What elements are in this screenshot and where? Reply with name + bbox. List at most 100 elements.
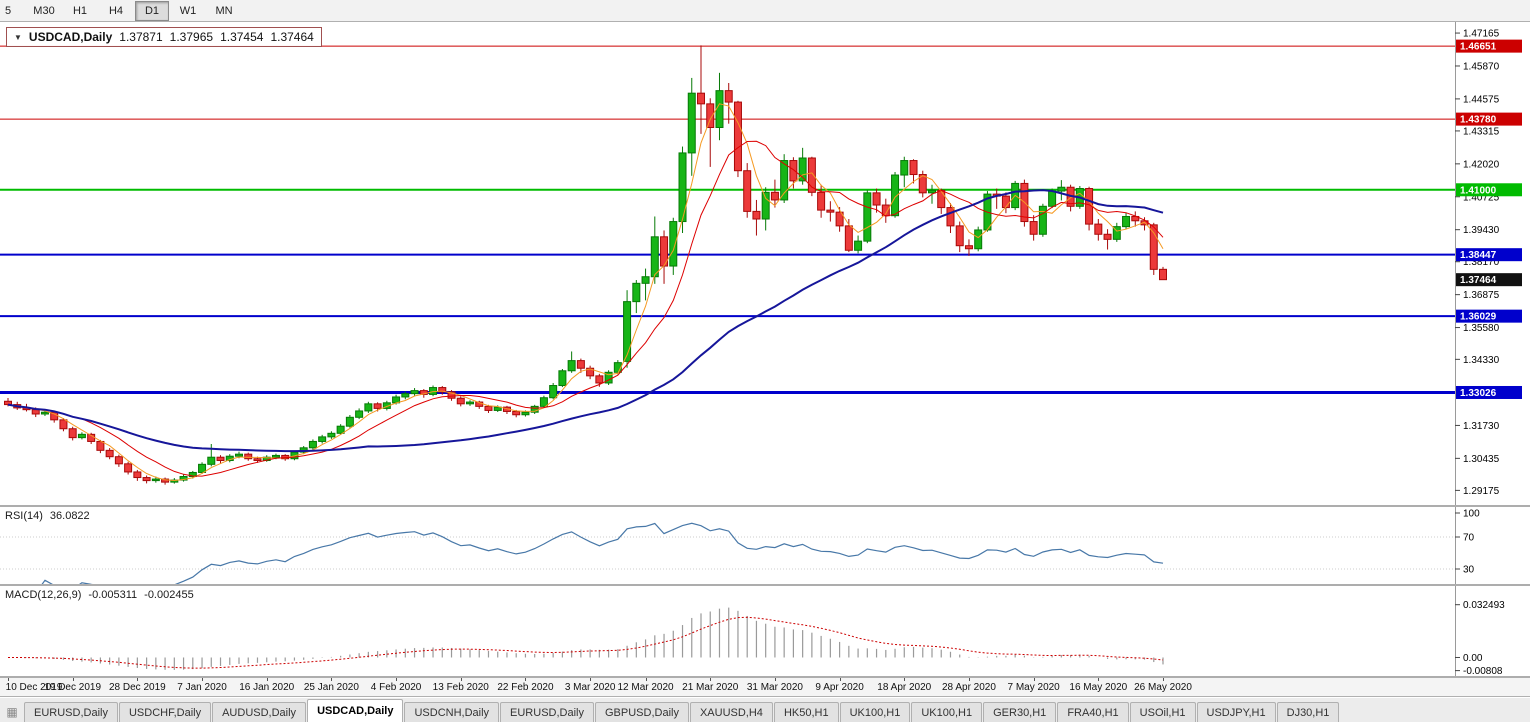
macd-signal-value: -0.002455 xyxy=(144,589,194,601)
date-tick xyxy=(774,678,776,681)
svg-text:1.36875: 1.36875 xyxy=(1463,290,1500,301)
timeframe-button-H1[interactable]: H1 xyxy=(72,4,88,17)
date-label: 26 May 2020 xyxy=(1134,682,1192,693)
date-tick xyxy=(266,678,268,681)
date-tick xyxy=(645,678,647,681)
svg-text:1.36029: 1.36029 xyxy=(1460,312,1497,323)
svg-text:1.33026: 1.33026 xyxy=(1460,388,1497,399)
ohlc-open: 1.37871 xyxy=(119,30,163,44)
chart-tab-bar: ▦ EURUSD,Daily USDCHF,Daily AUDUSD,Daily USD… xyxy=(0,698,1530,722)
timeframe-button-M30[interactable]: M30 xyxy=(33,4,55,17)
chart-tab-FRA40,H1[interactable]: FRA40,H1 xyxy=(1057,702,1129,722)
price-chart-canvas[interactable]: 1.47165 1.45870 1.44575 1.43315 1.42020 1.407… xyxy=(0,22,1530,505)
date-label: 18 Apr 2020 xyxy=(877,682,932,693)
macd-canvas[interactable]: 0.032493 0.00 -0.00808 xyxy=(0,586,1530,676)
svg-text:100: 100 xyxy=(1463,509,1480,520)
svg-text:1.46651: 1.46651 xyxy=(1460,42,1497,53)
chart-tab-USOil,H1[interactable]: USOil,H1 xyxy=(1129,702,1196,722)
chart-tab-GER30,H1[interactable]: GER30,H1 xyxy=(983,702,1057,722)
horizontal-levels-layer xyxy=(0,45,1455,394)
svg-text:1.45870: 1.45870 xyxy=(1463,61,1500,72)
chart-tab-USDJPY,H1[interactable]: USDJPY,H1 xyxy=(1196,702,1276,722)
chart-tab-UK100,H1[interactable]: UK100,H1 xyxy=(839,702,911,722)
date-tick xyxy=(1033,678,1035,681)
price-axis: 1.47165 1.45870 1.44575 1.43315 1.42020 1.407… xyxy=(1455,22,1500,505)
date-tick xyxy=(202,678,204,681)
svg-text:1.38447: 1.38447 xyxy=(1460,250,1497,261)
timeframe-button-MN[interactable]: MN xyxy=(215,4,233,17)
svg-text:1.43315: 1.43315 xyxy=(1463,126,1500,137)
svg-text:1.35580: 1.35580 xyxy=(1463,323,1500,334)
date-label: 9 Apr 2020 xyxy=(815,682,864,693)
date-tick xyxy=(968,678,970,681)
svg-text:1.40725: 1.40725 xyxy=(1463,192,1500,203)
macd-indicator-label: MACD(12,26,9) -0.005311 -0.002455 xyxy=(5,589,194,601)
svg-text:1.44575: 1.44575 xyxy=(1463,94,1500,105)
timeframe-button-5[interactable]: 5 xyxy=(4,4,12,17)
date-tick xyxy=(1098,678,1100,681)
rsi-layer xyxy=(0,522,1455,584)
date-label: 19 Dec 2019 xyxy=(44,682,102,693)
time-axis: 10 Dec 2019 19 Dec 2019 28 Dec 2019 7 Jan 2… xyxy=(0,678,1530,697)
date-tick xyxy=(72,678,74,681)
date-label: 21 Mar 2020 xyxy=(682,682,739,693)
rsi-pane[interactable]: RSI(14) 36.0822 100 70 30 xyxy=(0,507,1530,586)
chart-title-box: ▼ USDCAD,Daily 1.37871 1.37965 1.37454 1… xyxy=(6,27,322,47)
svg-text:30: 30 xyxy=(1463,565,1475,576)
date-tick xyxy=(839,678,841,681)
ohlc-high: 1.37965 xyxy=(169,30,214,44)
price-chart-pane[interactable]: ▼ USDCAD,Daily 1.37871 1.37965 1.37454 1… xyxy=(0,22,1530,507)
chart-tab-EURUSD,Daily[interactable]: EURUSD,Daily xyxy=(24,702,118,722)
chart-list-icon[interactable]: ▦ xyxy=(6,705,18,719)
svg-text:1.30435: 1.30435 xyxy=(1463,454,1500,465)
svg-text:1.47165: 1.47165 xyxy=(1463,29,1500,40)
chart-tab-AUDUSD,Daily[interactable]: AUDUSD,Daily xyxy=(212,702,307,722)
chart-tab-USDCNH,Daily[interactable]: USDCNH,Daily xyxy=(404,702,500,722)
chart-tab-DJ30,H1[interactable]: DJ30,H1 xyxy=(1276,702,1340,722)
svg-text:70: 70 xyxy=(1463,533,1475,544)
svg-text:1.37464: 1.37464 xyxy=(1460,275,1497,286)
chart-tab-EURUSD,Daily[interactable]: EURUSD,Daily xyxy=(500,702,594,722)
svg-text:0.00: 0.00 xyxy=(1463,653,1483,664)
chart-tab-GBPUSD,Daily[interactable]: GBPUSD,Daily xyxy=(595,702,689,722)
timeframe-button-W1[interactable]: W1 xyxy=(179,4,197,17)
macd-name: MACD(12,26,9) xyxy=(5,589,82,601)
date-tick xyxy=(525,678,527,681)
chart-tab-USDCHF,Daily[interactable]: USDCHF,Daily xyxy=(118,702,212,722)
svg-text:1.42020: 1.42020 xyxy=(1463,159,1500,170)
date-tick xyxy=(460,678,462,681)
chart-tab-XAUUSD,H4[interactable]: XAUUSD,H4 xyxy=(689,702,773,722)
date-label: 7 May 2020 xyxy=(1007,682,1060,693)
svg-text:1.31730: 1.31730 xyxy=(1463,421,1500,432)
price-badges: 1.46651 1.43780 1.41000 1.38447 1.36029 1.330… xyxy=(1456,39,1522,399)
date-tick xyxy=(710,678,712,681)
svg-text:1.29175: 1.29175 xyxy=(1463,486,1500,497)
timeframe-button-H4[interactable]: H4 xyxy=(108,4,124,17)
chart-tab-USDCAD,Daily[interactable]: USDCAD,Daily xyxy=(307,699,404,722)
date-label: 13 Feb 2020 xyxy=(432,682,489,693)
svg-text:0.032493: 0.032493 xyxy=(1463,600,1505,611)
rsi-canvas[interactable]: 100 70 30 xyxy=(0,507,1530,584)
ohlc-close: 1.37464 xyxy=(270,30,314,44)
chart-tab-HK50,H1[interactable]: HK50,H1 xyxy=(773,702,839,722)
symbol-dropdown-icon[interactable]: ▼ xyxy=(14,32,22,42)
date-label: 16 May 2020 xyxy=(1069,682,1128,693)
ohlc-low: 1.37454 xyxy=(220,30,264,44)
date-label: 25 Jan 2020 xyxy=(303,682,359,693)
chart-tab-UK100,H1[interactable]: UK100,H1 xyxy=(911,702,983,722)
date-label: 28 Dec 2019 xyxy=(109,682,166,693)
macd-pane[interactable]: MACD(12,26,9) -0.005311 -0.002455 0.0324… xyxy=(0,586,1530,678)
date-tick xyxy=(590,678,592,681)
rsi-name: RSI(14) xyxy=(5,510,43,522)
candles-layer xyxy=(4,45,1167,485)
svg-text:1.43780: 1.43780 xyxy=(1460,115,1497,126)
date-tick xyxy=(904,678,906,681)
date-tick xyxy=(331,678,333,681)
date-label: 16 Jan 2020 xyxy=(239,682,295,693)
date-label: 4 Feb 2020 xyxy=(370,682,422,693)
svg-text:1.38170: 1.38170 xyxy=(1463,257,1500,268)
date-label: 28 Apr 2020 xyxy=(941,682,996,693)
timeframe-button-D1[interactable]: D1 xyxy=(135,0,169,21)
svg-text:1.39430: 1.39430 xyxy=(1463,225,1500,236)
